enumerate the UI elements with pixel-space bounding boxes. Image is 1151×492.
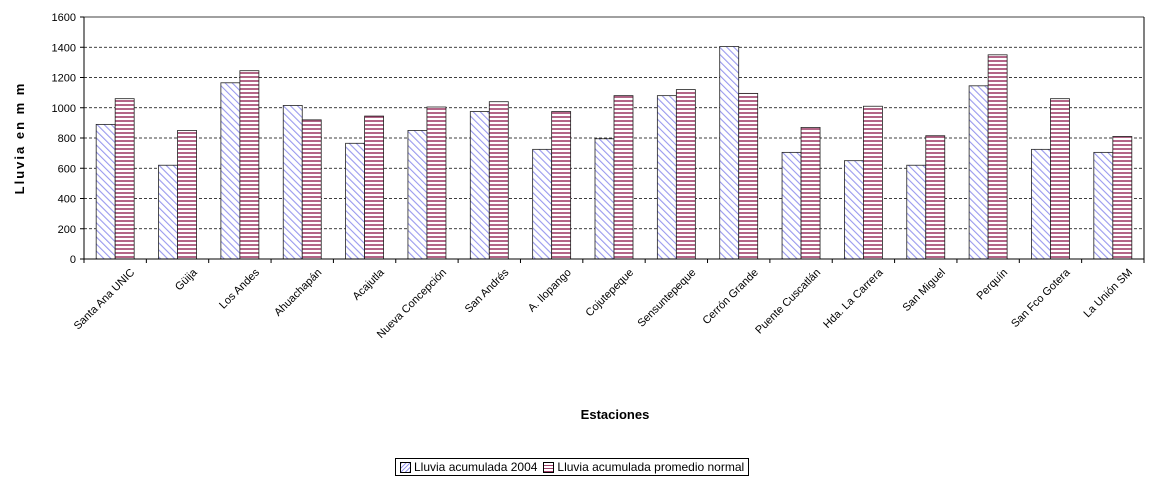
bar-normal <box>301 119 322 260</box>
x-category-label: Perquín <box>975 267 1011 303</box>
bar-2004 <box>594 138 615 260</box>
x-category-label: Puente Cuscatlán <box>753 267 823 337</box>
bar-normal <box>551 111 572 260</box>
y-tick-label: 1600 <box>52 12 76 24</box>
bar-2004 <box>968 85 989 260</box>
bar-normal <box>239 70 260 260</box>
bar-2004 <box>95 123 116 260</box>
legend-item-normal: Lluvia acumulada promedio normal <box>543 460 744 474</box>
x-category-label: Acajutla <box>351 266 388 303</box>
bar-normal <box>426 106 447 260</box>
bar-2004 <box>719 46 740 260</box>
x-category-label: Hda. La Carrera <box>821 266 886 331</box>
y-tick-label: 0 <box>70 254 76 266</box>
bar-2004 <box>656 95 677 260</box>
legend-item-2004: Lluvia acumulada 2004 <box>400 460 537 474</box>
x-category-label: San Miguel <box>900 267 947 314</box>
bar-normal <box>488 101 509 260</box>
x-category-labels: Santa Ana UNIC Güija Los Andes Ahuachapán Ac… <box>72 266 1135 341</box>
x-category-label: Güija <box>173 266 200 293</box>
y-tick-label: 200 <box>58 224 76 236</box>
bar-normal <box>800 127 821 260</box>
legend: Lluvia acumulada 2004 Lluvia acumulada p… <box>395 458 750 476</box>
x-category-label: Cojutepeque <box>584 267 637 320</box>
y-tick-label: 800 <box>58 133 76 145</box>
x-category-label: Cerrón Grande <box>700 267 760 327</box>
y-tick-label: 400 <box>58 194 76 206</box>
legend-label-2004: Lluvia acumulada 2004 <box>414 460 538 474</box>
x-axis-title: Estaciones <box>581 407 650 422</box>
bar-normal <box>114 98 135 260</box>
legend-swatch-normal <box>543 461 555 473</box>
bar-normal <box>364 115 384 260</box>
bar-normal <box>925 135 946 260</box>
bar-2004 <box>282 105 303 260</box>
x-category-label: La Unión SM <box>1081 267 1134 320</box>
x-category-label: San Andrés <box>463 266 512 315</box>
y-tick-labels: 0 200 400 600 800 1000 1200 1400 1600 <box>52 12 76 266</box>
bar-normal <box>675 89 696 260</box>
x-category-label: A. Ilopango <box>526 267 574 315</box>
y-tick-label: 600 <box>58 163 76 175</box>
bar-normal <box>738 92 759 260</box>
legend-swatch-2004 <box>400 461 411 473</box>
bar-2004 <box>345 142 365 260</box>
bar-2004 <box>1093 151 1114 260</box>
bar-2004 <box>1031 148 1051 260</box>
bar-2004 <box>407 130 428 260</box>
y-tick-label: 1400 <box>52 42 76 54</box>
bars <box>95 46 1133 260</box>
bar-2004 <box>844 160 864 260</box>
bar-2004 <box>781 151 802 260</box>
x-category-label: Los Andes <box>217 266 262 311</box>
bar-2004 <box>906 164 927 260</box>
x-category-label: Sensuntepeque <box>635 267 698 330</box>
y-tick-label: 1000 <box>52 103 76 115</box>
bar-normal <box>613 95 634 260</box>
x-category-label: Nueva Concepción <box>375 267 449 341</box>
x-category-label: Santa Ana UNIC <box>72 267 138 333</box>
bar-2004 <box>158 164 178 260</box>
legend-label-normal: Lluvia acumulada promedio normal <box>557 460 745 474</box>
y-tick-label: 1200 <box>52 73 76 85</box>
x-category-label: San Fco Gotera <box>1009 266 1073 330</box>
bar-2004 <box>532 148 553 260</box>
bar-normal <box>1112 136 1133 260</box>
bar-2004 <box>469 111 490 260</box>
x-category-label: Ahuachapán <box>272 267 324 319</box>
bar-normal <box>987 54 1008 260</box>
bar-normal <box>863 105 883 260</box>
bar-normal <box>177 130 197 260</box>
y-axis-title: Lluvia en m m <box>12 82 27 195</box>
axes <box>80 16 1145 263</box>
bar-normal <box>1050 98 1070 260</box>
bar-2004 <box>220 82 241 260</box>
